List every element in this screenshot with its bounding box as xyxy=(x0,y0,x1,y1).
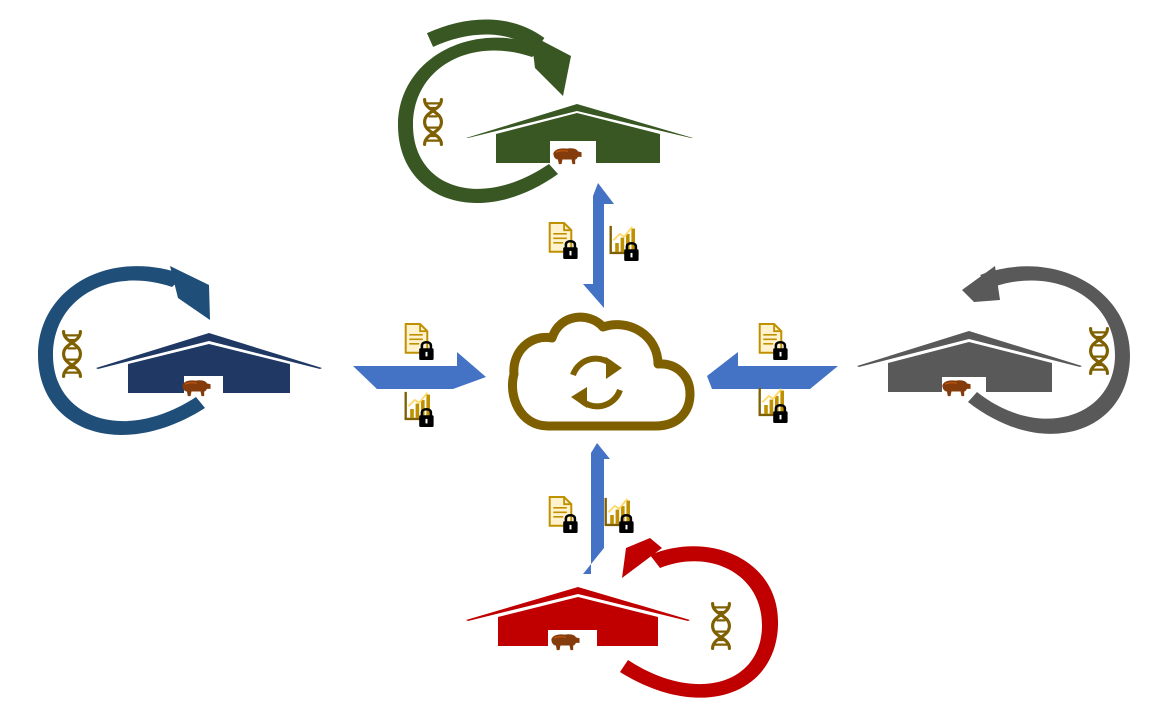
cloud-sync-icon xyxy=(508,312,695,431)
dna-icon xyxy=(1088,326,1110,376)
exchange-arrow-east xyxy=(707,352,838,389)
exchange-arrow-west xyxy=(353,352,486,389)
barn-icon xyxy=(96,333,322,393)
locked-chart-icon xyxy=(604,496,635,535)
barn-icon xyxy=(857,331,1082,392)
dna-icon xyxy=(61,329,83,379)
exchange-arrow-south xyxy=(583,443,610,574)
locked-document-icon xyxy=(548,221,579,261)
dna-icon xyxy=(710,601,732,651)
animal-icon xyxy=(550,633,581,651)
farm-west xyxy=(38,266,322,435)
farm-east xyxy=(857,266,1130,434)
animal-icon xyxy=(941,379,972,397)
dna-icon xyxy=(422,97,444,147)
animal-icon xyxy=(181,379,212,397)
locked-chart-icon xyxy=(609,224,640,263)
barn-icon xyxy=(466,104,693,163)
barn-icon xyxy=(466,587,690,646)
locked-chart-icon xyxy=(758,386,789,425)
animal-icon xyxy=(552,147,583,165)
locked-document-icon xyxy=(404,322,435,362)
exchange-arrow-north xyxy=(583,183,614,308)
farm-north xyxy=(398,19,693,203)
locked-document-icon xyxy=(548,495,579,535)
farm-south xyxy=(466,538,779,698)
locked-document-icon xyxy=(758,322,789,362)
locked-chart-icon xyxy=(404,390,435,429)
cloud-sync-hub xyxy=(508,312,695,431)
